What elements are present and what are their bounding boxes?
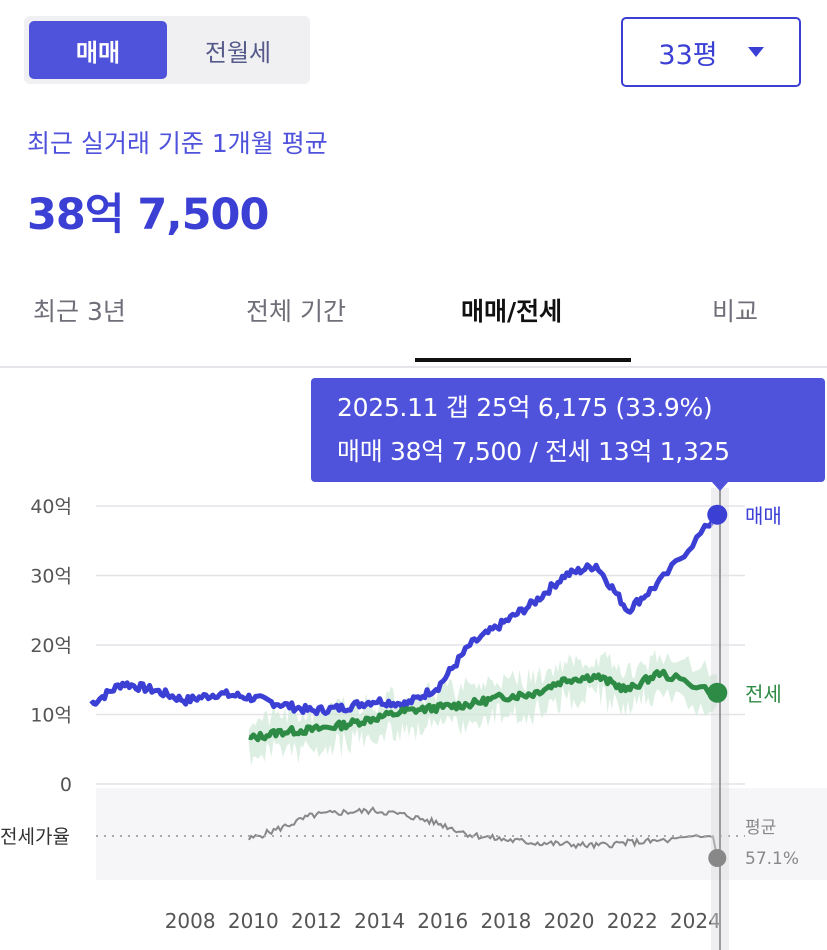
jeonse-price-line <box>248 668 720 743</box>
x-tick-label: 2008 <box>165 909 216 933</box>
x-tick-label: 2016 <box>417 909 468 933</box>
x-tick-label: 2022 <box>607 909 658 933</box>
area-size-dropdown[interactable]: 33평 <box>621 17 801 87</box>
x-tick-label: 2012 <box>291 909 342 933</box>
jeonse-ratio-line <box>248 806 719 859</box>
x-tick-label: 2020 <box>544 909 595 933</box>
tab-all-period[interactable]: 전체 기간 <box>246 297 346 326</box>
period-tabs: 최근 3년 전체 기간 매매/전세 비교 <box>0 270 827 368</box>
x-tick-label: 2018 <box>480 909 531 933</box>
y-tick-label: 20억 <box>30 635 72 657</box>
y-tick-label: 30억 <box>30 566 72 588</box>
ratio-panel-background <box>96 788 827 880</box>
tab-compare[interactable]: 비교 <box>712 297 759 326</box>
y-tick-label: 0 <box>60 774 72 796</box>
chart-tooltip: 2025.11 갭 25억 6,175 (33.9%) 매매 38억 7,500… <box>311 378 825 482</box>
x-tick-label: 2024 <box>670 909 721 933</box>
trade-type-toggle: 매매 전월세 <box>24 16 310 84</box>
sale-series-label: 매매 <box>745 504 782 528</box>
active-tab-indicator <box>415 358 631 362</box>
y-tick-label: 40억 <box>30 496 72 518</box>
jeonse-end-point <box>707 682 728 703</box>
y-tick-label: 10억 <box>30 705 72 727</box>
tooltip-gap-line: 2025.11 갭 25억 6,175 (33.9%) <box>337 393 713 422</box>
tab-sale-jeonse[interactable]: 매매/전세 <box>461 297 563 326</box>
sale-toggle-button[interactable]: 매매 <box>29 21 167 79</box>
ratio-end-point <box>708 849 727 867</box>
x-tick-label: 2014 <box>354 909 405 933</box>
sale-price-line <box>89 513 720 717</box>
chevron-down-icon <box>747 47 764 57</box>
rent-toggle-button[interactable]: 전월세 <box>170 21 306 79</box>
ratio-average-label: 평균 <box>745 818 776 838</box>
jeonse-series-label: 전세 <box>745 682 782 706</box>
area-size-value: 33평 <box>658 39 718 71</box>
ratio-average-value: 57.1% <box>745 849 799 869</box>
tooltip-pointer <box>711 481 729 491</box>
price-basis-caption: 최근 실거래 기준 1개월 평균 <box>27 129 328 158</box>
ratio-axis-label: 전세가율 <box>0 826 70 848</box>
hover-cursor-band <box>711 488 729 950</box>
tab-recent-3-years[interactable]: 최근 3년 <box>33 297 126 326</box>
average-price: 38억 7,500 <box>27 190 269 240</box>
sale-end-point <box>707 504 728 525</box>
tooltip-price-line: 매매 38억 7,500 / 전세 13억 1,325 <box>337 437 730 466</box>
x-tick-label: 2010 <box>228 909 279 933</box>
